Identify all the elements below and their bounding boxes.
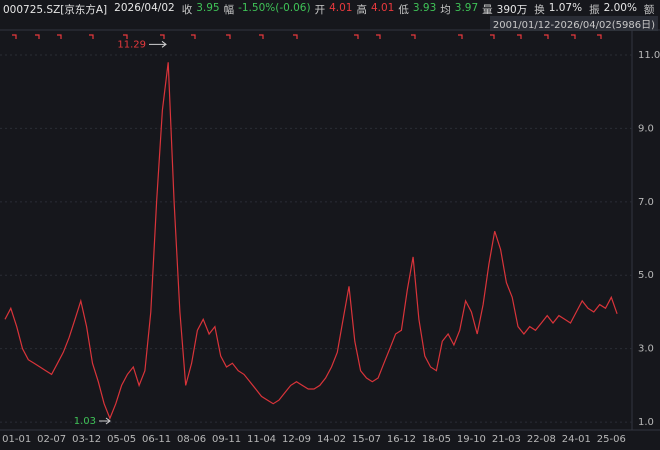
y-tick-label: 3.0 [638, 344, 654, 355]
stock-code: 000725.SZ[京东方A] [3, 4, 108, 16]
x-tick-label: 03-12 [72, 434, 101, 445]
high: 4.01 [370, 2, 395, 14]
average: 3.97 [454, 2, 479, 14]
event-marker [376, 34, 381, 39]
y-tick-label: 1.0 [638, 417, 654, 428]
x-tick-label: 15-07 [352, 434, 381, 445]
event-marker [259, 34, 264, 39]
event-marker [191, 34, 196, 39]
x-tick-label: 08-06 [177, 434, 206, 445]
turnover: 1.07% [548, 2, 583, 14]
event-marker [57, 34, 62, 39]
event-marker [226, 34, 231, 39]
y-tick-label: 5.0 [638, 270, 654, 281]
label: 额 [643, 4, 655, 16]
label: 换 [534, 4, 545, 16]
change: -1.50%(-0.06) [238, 2, 311, 14]
x-tick-label: 11-04 [247, 434, 276, 445]
event-marker [517, 34, 522, 39]
min-annotation: 1.03 [74, 416, 96, 427]
event-marker [571, 34, 576, 39]
event-marker [597, 34, 602, 39]
x-tick-label: 18-05 [422, 434, 451, 445]
x-tick-label: 16-12 [387, 434, 416, 445]
label: 均 [440, 4, 451, 16]
x-tick-label: 25-06 [597, 434, 626, 445]
max-arrow [149, 40, 167, 48]
label: 收 [181, 4, 193, 16]
min-arrow [99, 417, 111, 425]
y-tick-label: 11.0 [638, 50, 660, 61]
x-tick-label: 21-03 [492, 434, 521, 445]
quote-header: 000725.SZ[京东方A] 2026/04/02 收 3.95 幅 -1.50%… [3, 2, 654, 16]
event-marker [35, 34, 40, 39]
label: 振 [589, 4, 600, 16]
price-line [4, 62, 618, 421]
date-range: 2001/01/12-2026/04/02(5986日) [489, 16, 658, 31]
x-tick-label: 01-01 [2, 434, 31, 445]
x-tick-label: 14-02 [317, 434, 346, 445]
event-marker [89, 34, 94, 39]
label: 量 [482, 4, 493, 16]
event-marker [354, 34, 359, 39]
event-marker [411, 34, 416, 39]
max-annotation: 11.29 [117, 39, 146, 50]
x-tick-label: 12-09 [282, 434, 311, 445]
date: 2026/04/02 [114, 2, 175, 14]
event-marker [544, 34, 549, 39]
x-tick-label: 22-08 [527, 434, 556, 445]
low: 3.93 [412, 2, 437, 14]
y-tick-label: 9.0 [638, 123, 654, 134]
close: 3.95 [196, 2, 220, 14]
label: 开 [314, 4, 326, 16]
x-tick-label: 05-05 [107, 434, 136, 445]
x-tick-label: 06-11 [142, 434, 171, 445]
x-tick-label: 19-10 [457, 434, 486, 445]
label: 低 [398, 4, 409, 16]
event-marker [293, 34, 298, 39]
event-marker [458, 34, 463, 39]
amplitude: 2.00% [603, 2, 637, 14]
x-tick-label: 24-01 [562, 434, 591, 445]
volume: 390万 [496, 4, 528, 16]
event-marker [490, 34, 495, 39]
open: 4.01 [329, 2, 353, 14]
event-marker [160, 34, 165, 39]
x-tick-label: 02-07 [37, 434, 66, 445]
label: 高 [356, 4, 367, 16]
y-tick-label: 7.0 [638, 197, 654, 208]
x-tick-label: 09-11 [212, 434, 241, 445]
event-marker [12, 34, 17, 39]
event-marker [123, 34, 128, 39]
label: 幅 [223, 4, 235, 16]
